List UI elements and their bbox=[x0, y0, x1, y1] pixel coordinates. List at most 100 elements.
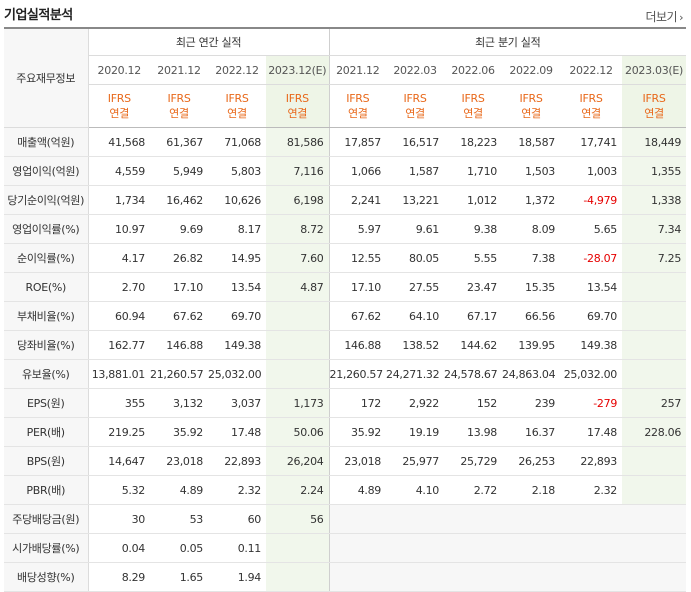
value-cell bbox=[266, 359, 330, 389]
standard-consolidated: 연결 bbox=[287, 107, 308, 120]
value-cell: 80.05 bbox=[386, 243, 445, 273]
value-cell: 26,253 bbox=[502, 446, 561, 476]
period-header: 2020.12 bbox=[88, 55, 150, 85]
value-cell: 7.34 bbox=[622, 214, 687, 244]
value-cell: 64.10 bbox=[386, 301, 445, 331]
row-label: ROE(%) bbox=[4, 272, 89, 302]
standard-ifrs: IFRS bbox=[225, 92, 249, 105]
row-label: 부채비율(%) bbox=[4, 301, 89, 331]
value-cell: 139.95 bbox=[502, 330, 561, 360]
value-cell: 5.97 bbox=[329, 214, 387, 244]
value-cell bbox=[622, 504, 687, 534]
financial-table: 주요재무정보 최근 연간 실적 최근 분기 실적 2020.12 2021.12 2… bbox=[4, 27, 687, 592]
value-cell: 21,260.57 bbox=[329, 359, 387, 389]
value-cell: 24,271.32 bbox=[386, 359, 445, 389]
row-label: 당좌비율(%) bbox=[4, 330, 89, 360]
value-cell bbox=[622, 475, 687, 505]
accounting-standard: IFRS 연결 bbox=[560, 84, 623, 128]
standard-consolidated: 연결 bbox=[169, 107, 189, 120]
value-cell: 13.98 bbox=[444, 417, 503, 447]
value-cell bbox=[622, 272, 687, 302]
table-row: 영업이익(억원) 4,559 5,949 5,803 7,116 1,066 1,587 1,… bbox=[4, 156, 687, 186]
value-cell: 228.06 bbox=[622, 417, 687, 447]
value-cell: 2.18 bbox=[502, 475, 561, 505]
value-cell: 17.48 bbox=[208, 417, 266, 447]
accounting-standard: IFRS 연결 bbox=[502, 84, 561, 128]
value-cell: 13,881.01 bbox=[88, 359, 150, 389]
value-cell bbox=[560, 533, 623, 563]
accounting-standard: IFRS 연결 bbox=[208, 84, 266, 128]
row-label: PBR(배) bbox=[4, 475, 89, 505]
value-cell: 22,893 bbox=[208, 446, 266, 476]
value-cell: 172 bbox=[329, 388, 387, 418]
value-cell bbox=[266, 562, 330, 592]
standard-ifrs: IFRS bbox=[642, 92, 666, 105]
standard-consolidated: 연결 bbox=[227, 107, 247, 120]
table-row: 매출액(억원) 41,568 61,367 71,068 81,586 17,857 16,… bbox=[4, 127, 687, 157]
table-row: 시가배당률(%) 0.04 0.05 0.11 bbox=[4, 533, 687, 563]
value-cell: 2.72 bbox=[444, 475, 503, 505]
value-cell: 257 bbox=[622, 388, 687, 418]
value-cell: 14.95 bbox=[208, 243, 266, 273]
value-cell bbox=[622, 533, 687, 563]
value-cell: 35.92 bbox=[329, 417, 387, 447]
standard-ifrs: IFRS bbox=[519, 92, 543, 105]
more-label: 더보기 bbox=[645, 10, 678, 24]
value-cell: 17.10 bbox=[329, 272, 387, 302]
value-cell bbox=[386, 533, 445, 563]
row-label: 영업이익률(%) bbox=[4, 214, 89, 244]
value-cell: 19.19 bbox=[386, 417, 445, 447]
chevron-right-icon: › bbox=[679, 11, 683, 24]
value-cell: 13,221 bbox=[386, 185, 445, 215]
table-row: BPS(원) 14,647 23,018 22,893 26,204 23,018 25,9… bbox=[4, 446, 687, 476]
value-cell: 27.55 bbox=[386, 272, 445, 302]
value-cell: 1,003 bbox=[560, 156, 623, 186]
period-header: 2021.12 bbox=[150, 55, 208, 85]
group-quarter: 최근 분기 실적 bbox=[329, 28, 687, 56]
table-row: ROE(%) 2.70 17.10 13.54 4.87 17.10 27.55 23.47 1… bbox=[4, 272, 687, 302]
value-cell bbox=[444, 562, 503, 592]
accounting-standard: IFRS 연결 bbox=[150, 84, 208, 128]
accounting-standard: IFRS 연결 bbox=[444, 84, 503, 128]
accounting-standard: IFRS 연결 bbox=[88, 84, 150, 128]
value-cell: 144.62 bbox=[444, 330, 503, 360]
value-cell: 1,355 bbox=[622, 156, 687, 186]
value-cell: 7,116 bbox=[266, 156, 330, 186]
row-label: PER(배) bbox=[4, 417, 89, 447]
more-link[interactable]: 더보기 › bbox=[645, 8, 683, 25]
value-cell: 23,018 bbox=[150, 446, 208, 476]
standard-ifrs: IFRS bbox=[579, 92, 603, 105]
value-cell bbox=[502, 533, 561, 563]
period-header: 2021.12 bbox=[329, 55, 387, 85]
period-header: 2023.12(E) bbox=[266, 55, 330, 85]
standard-ifrs: IFRS bbox=[403, 92, 427, 105]
value-cell bbox=[502, 562, 561, 592]
standard-ifrs: IFRS bbox=[461, 92, 485, 105]
value-cell bbox=[622, 562, 687, 592]
value-cell bbox=[329, 533, 387, 563]
value-cell: 8.29 bbox=[88, 562, 150, 592]
period-header: 2022.12 bbox=[560, 55, 623, 85]
value-cell: 60 bbox=[208, 504, 266, 534]
row-label: 순이익률(%) bbox=[4, 243, 89, 273]
value-cell bbox=[502, 504, 561, 534]
accounting-standard: IFRS 연결 bbox=[329, 84, 387, 128]
value-cell: 67.62 bbox=[329, 301, 387, 331]
value-cell bbox=[622, 446, 687, 476]
value-cell bbox=[386, 504, 445, 534]
value-cell: 9.61 bbox=[386, 214, 445, 244]
period-header: 2022.09 bbox=[502, 55, 561, 85]
row-label: 시가배당률(%) bbox=[4, 533, 89, 563]
value-cell: 25,729 bbox=[444, 446, 503, 476]
value-cell: 2.70 bbox=[88, 272, 150, 302]
value-cell: 8.72 bbox=[266, 214, 330, 244]
value-cell: 7.25 bbox=[622, 243, 687, 273]
value-cell: 17,857 bbox=[329, 127, 387, 157]
value-cell: 5,803 bbox=[208, 156, 266, 186]
value-cell: 66.56 bbox=[502, 301, 561, 331]
value-cell: 4,559 bbox=[88, 156, 150, 186]
value-cell: 16.37 bbox=[502, 417, 561, 447]
value-cell: 1,338 bbox=[622, 185, 687, 215]
value-cell: 26,204 bbox=[266, 446, 330, 476]
